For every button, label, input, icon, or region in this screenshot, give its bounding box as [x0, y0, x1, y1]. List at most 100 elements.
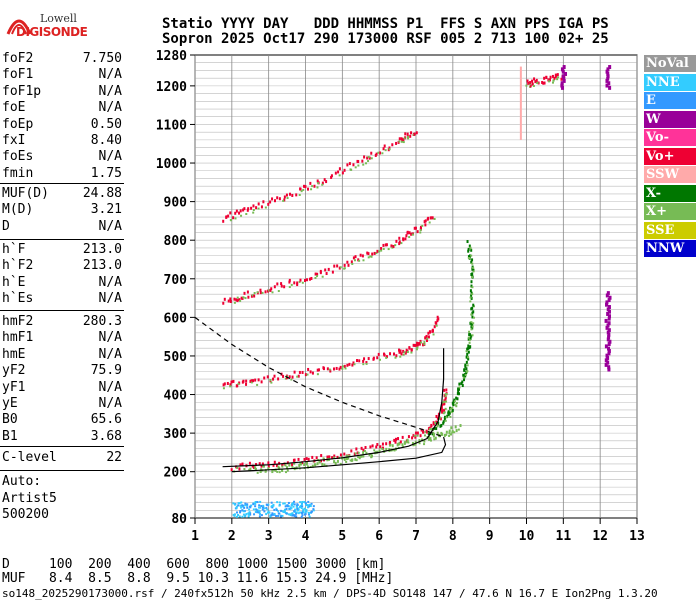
param-key: M(D) [2, 202, 34, 218]
trace-point [436, 424, 439, 427]
trace-point [407, 435, 410, 439]
trace-point [278, 471, 281, 474]
streak-point [604, 362, 608, 367]
trace-point [280, 282, 283, 286]
noise-point [309, 505, 312, 508]
trace-point [350, 168, 353, 171]
noise-point [287, 501, 290, 504]
trace-point [396, 443, 399, 447]
trace-point [267, 202, 270, 206]
noise-point [279, 515, 282, 518]
trace-point [471, 272, 474, 276]
trace-point [424, 223, 427, 227]
streak-point [607, 365, 611, 370]
trace-point [267, 461, 270, 465]
trace-point [274, 468, 277, 472]
trace-point [229, 219, 232, 222]
trace-point [440, 405, 443, 409]
noise-point [289, 506, 292, 509]
trace-point [463, 378, 466, 382]
trace-point [375, 252, 378, 255]
noise-point [254, 502, 257, 505]
trace-point [383, 144, 386, 148]
trace-point [273, 199, 276, 203]
trace-point [311, 185, 314, 188]
trace-point [237, 382, 240, 385]
trace-point [454, 403, 457, 406]
trace-point [416, 431, 419, 435]
trace-point [365, 362, 368, 365]
noise-point [291, 513, 294, 516]
trace-point [432, 333, 435, 336]
trace-point [469, 289, 472, 293]
trace-point [270, 287, 273, 291]
noise-point [239, 510, 242, 513]
param-divider [0, 470, 124, 471]
trace-point [393, 449, 396, 452]
trace-point [411, 436, 414, 440]
trace-point [432, 421, 435, 425]
noise-point [286, 505, 289, 508]
trace-point [390, 244, 393, 248]
trace-point [450, 410, 453, 413]
trace-point [470, 260, 473, 264]
auto-version: 500200 [2, 507, 49, 522]
trace-point [316, 373, 319, 376]
footer-file-info: so148_2025290173000.rsf / 240fx512h 50 k… [2, 587, 658, 600]
trace-point [428, 428, 431, 431]
trace-point [351, 458, 354, 462]
trace-point [316, 179, 319, 183]
trace-point [426, 339, 429, 343]
trace-point [467, 350, 470, 354]
trace-point [352, 163, 355, 167]
trace-point [458, 386, 461, 389]
trace-point [333, 460, 336, 464]
trace-point [355, 447, 358, 451]
trace-point [245, 382, 248, 386]
trace-point [260, 464, 263, 468]
trace-point [382, 446, 385, 450]
trace-point [303, 463, 306, 467]
noise-point [233, 513, 236, 516]
legend-e: E [644, 92, 696, 109]
trace-point [466, 240, 469, 244]
trace-point [370, 157, 373, 160]
trace-point [466, 370, 469, 373]
trace-point [304, 373, 307, 377]
noise-point [301, 505, 304, 508]
streak-point [607, 332, 611, 337]
noise-point [280, 509, 283, 512]
trace-point [468, 330, 471, 333]
trace-point [430, 216, 433, 220]
trace-point [470, 280, 473, 284]
param-value: 3.68 [90, 428, 122, 444]
trace-point [233, 301, 236, 304]
noise-point [235, 507, 238, 510]
trace-point [222, 387, 225, 390]
trace-point [256, 291, 259, 294]
noise-point [263, 507, 266, 510]
trace-point [357, 164, 360, 167]
trace-point [242, 296, 245, 299]
param-value: N/A [98, 379, 122, 395]
x-tick-label: 5 [338, 529, 346, 544]
noise-point [278, 501, 281, 504]
trace-point [442, 400, 445, 403]
noise-point [258, 511, 261, 514]
trace-point [277, 465, 280, 468]
trace-point [304, 278, 307, 282]
noise-point [296, 503, 299, 506]
y-tick-label: 800 [164, 234, 188, 249]
trace-point [427, 216, 430, 220]
streak-point [607, 328, 611, 333]
noise-point [244, 504, 247, 507]
trace-point [352, 256, 355, 260]
trace-point [316, 462, 319, 466]
trace-point [230, 468, 233, 472]
trace-point [251, 294, 254, 297]
trace-point [419, 229, 422, 232]
noise-point [267, 510, 270, 513]
trace-point [234, 217, 237, 220]
trace-point [426, 430, 429, 434]
